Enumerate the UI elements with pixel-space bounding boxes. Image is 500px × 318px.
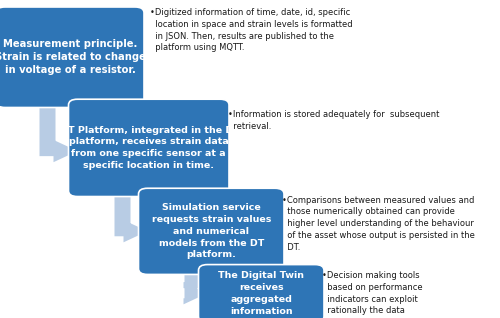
Polygon shape [40, 102, 78, 162]
Text: Measurement principle.
Strain is related to change
in voltage of a resistor.: Measurement principle. Strain is related… [0, 39, 146, 75]
FancyBboxPatch shape [138, 188, 284, 274]
Text: •Digitized information of time, date, id, specific
  location in space and strai: •Digitized information of time, date, id… [150, 8, 352, 52]
Polygon shape [184, 269, 208, 304]
Text: IoT Platform, integrated in the DT
platform, receives strain data
from one speci: IoT Platform, integrated in the DT platf… [58, 126, 240, 170]
Text: •Decision making tools
  based on performance
  indicators can exploit
  rationa: •Decision making tools based on performa… [322, 271, 422, 315]
Text: The Digital Twin
receives
aggregated
information: The Digital Twin receives aggregated inf… [218, 271, 304, 315]
Text: Simulation service
requests strain values
and numerical
models from the DT
platf: Simulation service requests strain value… [152, 203, 271, 259]
Text: •Information is stored adequately for  subsequent
  retrieval.: •Information is stored adequately for su… [228, 110, 439, 130]
FancyBboxPatch shape [0, 7, 144, 107]
FancyBboxPatch shape [198, 265, 324, 318]
Polygon shape [114, 191, 148, 242]
FancyBboxPatch shape [68, 99, 229, 197]
Text: •Comparisons between measured values and
  those numerically obtained can provid: •Comparisons between measured values and… [282, 196, 476, 252]
